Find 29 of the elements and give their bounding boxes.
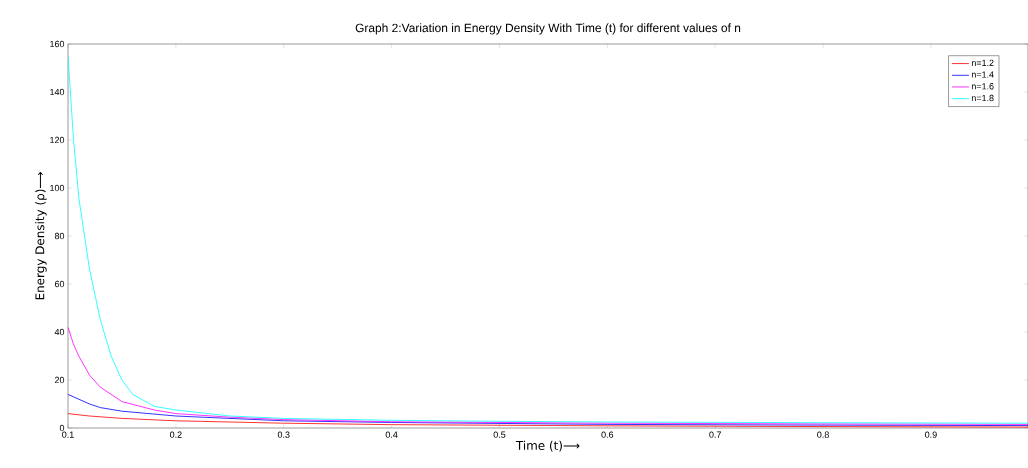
x-tick-label: 0.7 — [709, 431, 721, 438]
legend-label: n=1.8 — [971, 94, 994, 102]
y-tick-label: 60 — [54, 280, 65, 288]
x-tick-label: 0.1 — [62, 431, 74, 438]
y-tick-label: 140 — [50, 88, 65, 96]
x-tick-label: 0.3 — [277, 431, 290, 438]
y-tick-label: 80 — [54, 232, 65, 240]
x-tick-label: 0.6 — [601, 431, 614, 438]
y-tick-label: 0 — [59, 424, 65, 432]
x-tick-label: 0.2 — [169, 431, 182, 438]
y-tick-label: 100 — [50, 184, 65, 192]
x-tick-label: 0.5 — [493, 431, 506, 438]
x-tick-label: 0.8 — [817, 431, 829, 438]
line-series — [68, 326, 1028, 425]
y-tick-label: 160 — [50, 40, 65, 48]
legend-label: n=1.4 — [971, 71, 994, 78]
y-tick-label: 120 — [50, 136, 65, 144]
chart-title: Graph 2:Variation in Energy Density With Time (t) for different values of n — [355, 23, 741, 35]
y-tick-label: 40 — [54, 328, 65, 336]
legend-label: n=1.2 — [971, 59, 994, 66]
x-axis-title: Time (t)⟶ — [515, 440, 580, 452]
line-series — [68, 55, 1028, 424]
line-series — [68, 413, 1028, 428]
legend-label: n=1.6 — [971, 83, 994, 90]
x-tick-label: 0.9 — [925, 431, 937, 438]
y-tick-label: 20 — [54, 376, 65, 384]
x-tick-label: 0.4 — [385, 431, 398, 438]
y-axis-title: Energy Density (ρ)⟶ — [35, 172, 47, 300]
line-series — [68, 394, 1028, 426]
